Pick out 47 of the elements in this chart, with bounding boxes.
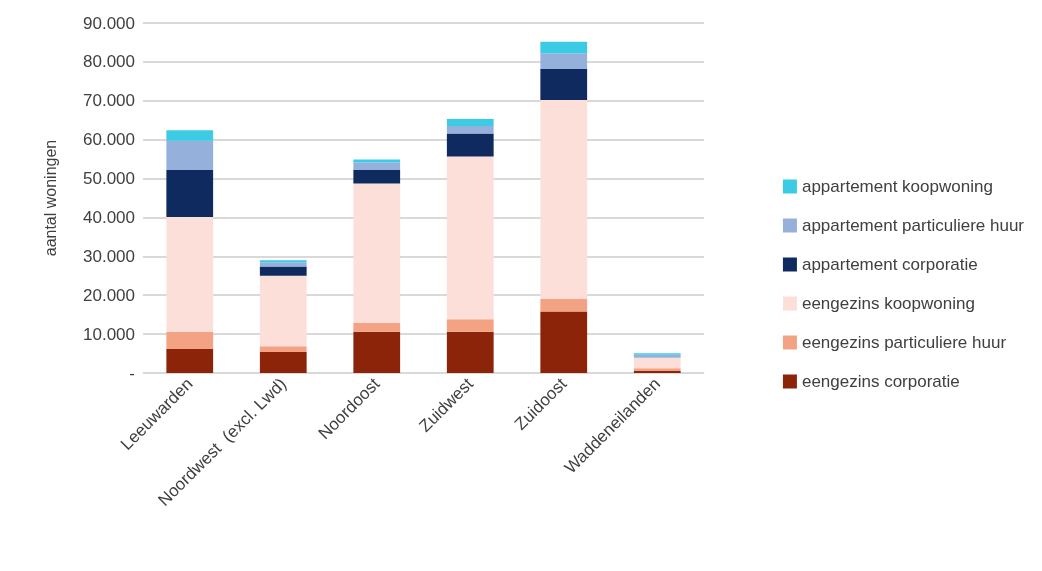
bar [540, 68, 588, 100]
bar [446, 119, 494, 127]
bar [259, 346, 307, 352]
bar [166, 331, 214, 349]
y-tick-label: 10.000 [83, 324, 135, 344]
bar [446, 156, 494, 320]
bar [353, 331, 401, 373]
y-tick-label: 60.000 [83, 130, 135, 150]
bar [446, 331, 494, 373]
bar [259, 260, 307, 263]
bar [259, 275, 307, 347]
bar [166, 140, 214, 170]
bar [353, 159, 401, 163]
bar [540, 299, 588, 312]
legend-label: appartement corporatie [801, 255, 978, 274]
bar [166, 217, 214, 332]
y-tick-label: 30.000 [83, 246, 135, 266]
legend-label: appartement particuliere huur [801, 216, 1025, 235]
y-tick-label: 80.000 [83, 52, 135, 72]
legend-label: eengezins corporatie [801, 372, 960, 391]
bar [446, 133, 494, 157]
bar [446, 126, 494, 134]
bar [540, 53, 588, 69]
y-axis-title: aantal woningen [41, 139, 59, 257]
legend-label: appartement koopwoning [801, 177, 993, 196]
bar [259, 266, 307, 276]
y-tick-label: 40.000 [83, 207, 135, 227]
bar [540, 100, 588, 300]
y-tick-label: 50.000 [83, 169, 135, 189]
legend-label: eengezins particuliere huur [801, 333, 1007, 352]
bar [353, 322, 401, 332]
bar [166, 170, 214, 218]
bar [633, 357, 681, 369]
y-tick-label: - [129, 363, 135, 383]
y-tick-label: 20.000 [83, 285, 135, 305]
bar [166, 130, 214, 141]
legend-label: eengezins koopwoning [801, 294, 975, 313]
bar [540, 41, 588, 54]
bar [259, 352, 307, 373]
bar [353, 170, 401, 184]
bar [446, 319, 494, 332]
y-tick-label: 70.000 [83, 91, 135, 111]
y-tick-label: 90.000 [83, 13, 135, 33]
bar [166, 348, 214, 373]
bar [540, 311, 588, 373]
bar [353, 183, 401, 323]
bar [353, 162, 401, 170]
